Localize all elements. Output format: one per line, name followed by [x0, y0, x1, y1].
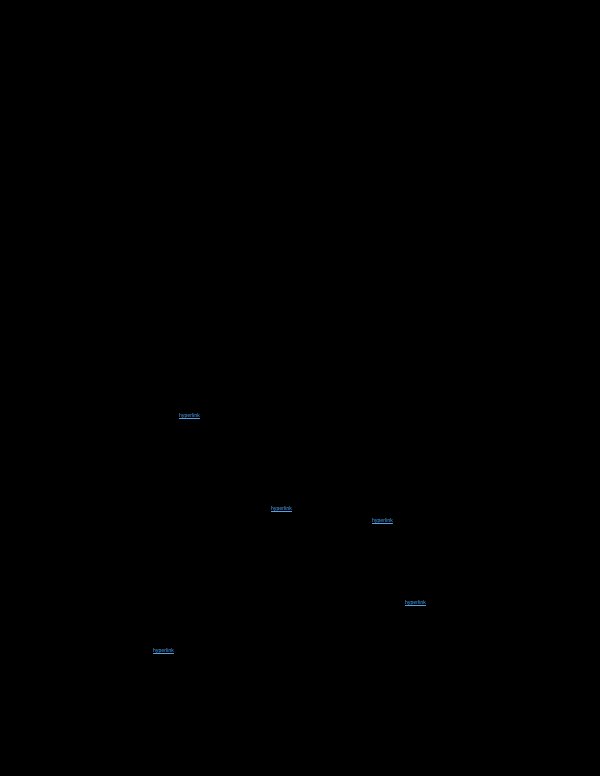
document-link-5[interactable]: hyperlink	[153, 648, 174, 654]
document-link-3[interactable]: hyperlink	[372, 518, 393, 524]
document-link-4[interactable]: hyperlink	[405, 600, 426, 606]
document-link-1[interactable]: hyperlink	[179, 413, 200, 419]
document-link-2[interactable]: hyperlink	[271, 506, 292, 512]
